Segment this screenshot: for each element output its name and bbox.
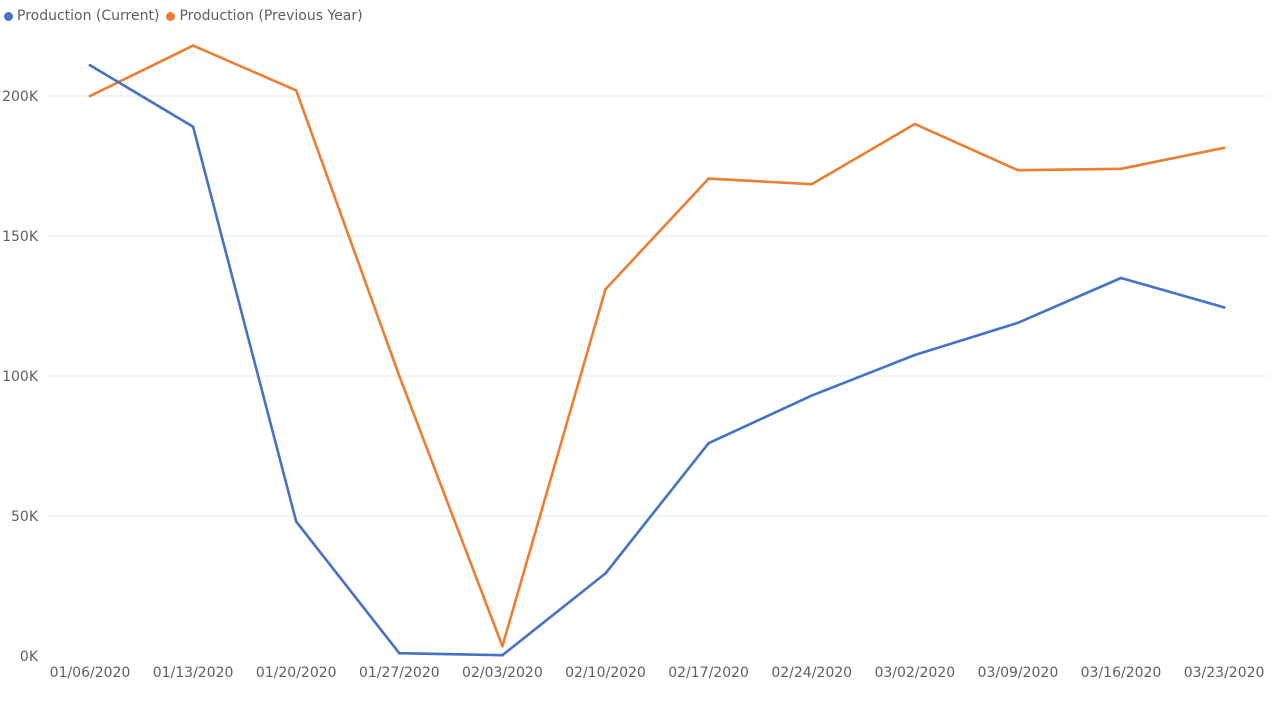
data-point-previous-year [501,644,504,648]
data-point-current [501,653,504,657]
x-tick-label: 03/23/2020 [1184,665,1265,681]
y-tick-label: 100K [2,369,39,385]
data-point-previous-year [604,287,607,291]
x-tick-label: 02/24/2020 [771,665,852,681]
data-point-previous-year [294,89,298,92]
data-point-current [707,441,710,445]
data-point-current [191,125,195,129]
legend-item-previous-year[interactable]: Production (Previous Year) [166,8,363,24]
data-point-current [1016,321,1020,325]
x-tick-label: 01/20/2020 [256,665,337,681]
data-point-current [810,394,813,397]
series-line-previous-year [88,44,1226,648]
x-tick-label: 01/06/2020 [50,665,131,681]
y-tick-label: 0K [20,649,39,665]
y-tick-label: 200K [2,89,39,105]
data-point-previous-year [1016,168,1020,172]
data-point-current [913,353,917,357]
legend-label-current: Production (Current) [17,8,160,24]
x-tick-label: 01/13/2020 [153,665,234,681]
x-tick-label: 03/16/2020 [1081,665,1162,681]
data-point-current [1222,306,1226,309]
data-point-current [1119,276,1123,280]
legend-item-current[interactable]: Production (Current) [4,8,159,24]
data-point-previous-year [810,182,813,186]
legend-marker-current [4,11,13,21]
series-line-current [88,63,1226,657]
data-point-previous-year [398,374,401,378]
legend-marker-previous-year [166,11,176,21]
x-tick-label: 02/03/2020 [462,665,543,681]
y-tick-label: 150K [2,229,39,245]
x-tick-label: 02/10/2020 [565,665,646,681]
data-point-previous-year [191,44,195,47]
data-point-current [604,572,607,575]
x-tick-label: 02/17/2020 [668,665,749,681]
x-tick-label: 03/02/2020 [874,665,955,681]
data-point-previous-year [913,122,917,126]
data-point-previous-year [707,177,710,180]
data-point-current [88,63,92,67]
data-point-previous-year [1119,167,1123,171]
data-point-current [398,651,401,655]
x-tick-label: 01/27/2020 [359,665,440,681]
data-point-previous-year [1222,146,1226,150]
x-tick-label: 03/09/2020 [978,665,1059,681]
data-point-current [294,520,298,523]
data-point-previous-year [88,94,92,98]
legend-label-previous-year: Production (Previous Year) [179,8,363,24]
y-tick-label: 50K [11,509,39,525]
legend: Production (Current) Production (Previou… [4,8,370,24]
